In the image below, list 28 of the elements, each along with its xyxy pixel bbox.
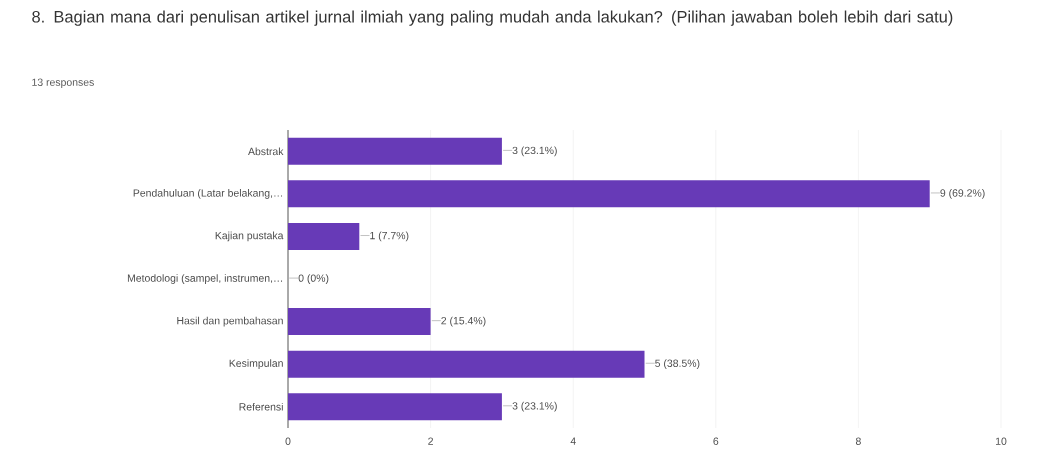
bar (288, 308, 431, 336)
x-tick-label: 6 (713, 437, 719, 445)
data-label: 3 (23.1%) (512, 401, 557, 412)
data-label: 9 (69.2%) (940, 188, 985, 199)
text: 13 responses (32, 78, 94, 88)
data-label: 3 (23.1%) (512, 146, 557, 157)
data-label: 2 (15.4%) (441, 316, 486, 327)
y-tick-label: Metodologi (sampel, instrumen,… (127, 274, 283, 284)
bar (288, 180, 930, 208)
x-tick-label: 0 (285, 437, 291, 445)
y-tick-label: Pendahuluan (Latar belakang,… (133, 188, 283, 199)
bar (288, 222, 360, 250)
x-tick-label: 8 (855, 437, 861, 445)
bar (288, 350, 645, 378)
x-tick-label: 10 (995, 437, 1007, 445)
x-tick-label: 2 (428, 437, 433, 445)
bar (288, 393, 502, 421)
y-tick-label: Referensi (239, 402, 283, 411)
y-tick-label: Kesimpulan (229, 359, 283, 370)
data-label: 0 (0%) (298, 274, 329, 284)
y-tick-label: Abstrak (248, 147, 284, 156)
data-label: 1 (7.7%) (370, 231, 409, 242)
bar (288, 137, 502, 165)
y-tick-label: Hasil dan pembahasan (177, 316, 283, 327)
chart-title: 8. Bagian mana dari penulisan artikel jurnal ilmiah yang paling mudah anda lakukan? (Pilihan jawaban boleh lebih dari satu) (32, 10, 953, 26)
y-tick-label: Kajian pustaka (215, 231, 284, 242)
data-label: 5 (38.5%) (655, 359, 700, 370)
x-tick-label: 4 (570, 437, 576, 445)
